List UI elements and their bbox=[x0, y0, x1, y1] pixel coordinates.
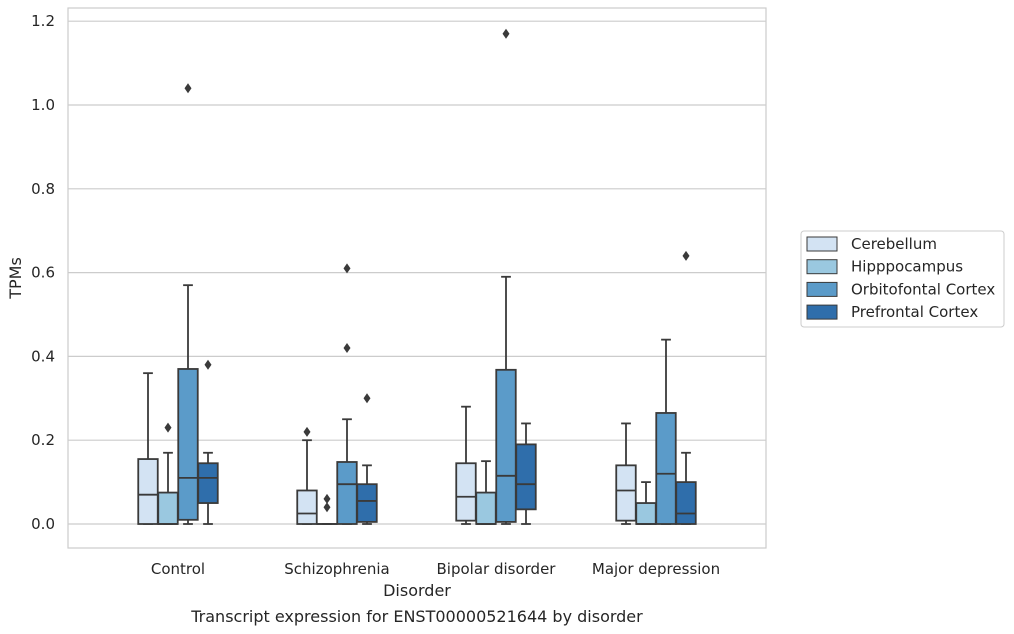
x-tick-label: Control bbox=[151, 560, 205, 578]
x-tick-labels: Control Schizophrenia Bipolar disorder Majo… bbox=[151, 560, 720, 578]
box-prefrontal-cortex bbox=[356, 393, 378, 525]
box-orbitofontal-cortex bbox=[336, 263, 358, 525]
x-tick-label: Bipolar disorder bbox=[437, 560, 557, 578]
box-body bbox=[177, 368, 199, 521]
outlier-point bbox=[502, 28, 510, 39]
legend-label: Orbitofontal Cortex bbox=[851, 280, 995, 298]
outlier-point bbox=[343, 343, 351, 354]
outlier-point bbox=[204, 359, 212, 370]
x-tick-label: Major depression bbox=[592, 560, 720, 578]
y-tick-label: 1.0 bbox=[31, 96, 55, 114]
legend-label: Cerebellum bbox=[851, 235, 937, 253]
box-hipppocampus bbox=[635, 481, 657, 525]
outlier-point bbox=[164, 422, 172, 433]
box-cerebellum bbox=[296, 426, 318, 525]
box-hipppocampus bbox=[316, 493, 338, 525]
box-body bbox=[515, 443, 537, 511]
box-body bbox=[495, 368, 517, 523]
box-orbitofontal-cortex bbox=[177, 83, 199, 525]
box-body bbox=[356, 483, 378, 523]
plot-frame bbox=[67, 7, 767, 549]
legend-swatch bbox=[806, 281, 838, 297]
box-body bbox=[157, 491, 179, 525]
box-body bbox=[615, 464, 637, 522]
outlier-point bbox=[323, 502, 331, 513]
y-tick-label: 1.2 bbox=[31, 12, 55, 30]
x-tick-label: Schizophrenia bbox=[284, 560, 389, 578]
box-body bbox=[675, 481, 697, 525]
legend-frame bbox=[800, 230, 1005, 328]
y-tick-label: 0.6 bbox=[31, 264, 55, 282]
box-prefrontal-cortex bbox=[515, 422, 537, 525]
y-tick-labels: 0.0 0.2 0.4 0.6 0.8 1.0 1.2 bbox=[31, 12, 55, 533]
box-cerebellum bbox=[615, 422, 637, 525]
box-body bbox=[455, 462, 477, 522]
legend-swatch bbox=[806, 304, 838, 320]
outlier-point bbox=[323, 493, 331, 504]
box-orbitofontal-cortex bbox=[495, 28, 517, 525]
legend-swatch bbox=[806, 259, 838, 275]
box-cerebellum bbox=[455, 405, 477, 525]
legend-label: Hipppocampus bbox=[851, 258, 963, 276]
box-hipppocampus bbox=[157, 422, 179, 525]
legend-swatch bbox=[806, 236, 838, 252]
box-cerebellum bbox=[137, 372, 159, 525]
boxes-layer bbox=[137, 28, 697, 525]
y-tick-label: 0.4 bbox=[31, 347, 55, 365]
box-body bbox=[296, 489, 318, 525]
box-body bbox=[635, 502, 657, 525]
chart-caption: Transcript expression for ENST0000052164… bbox=[190, 607, 643, 626]
box-body bbox=[475, 491, 497, 525]
outlier-point bbox=[303, 426, 311, 437]
box-orbitofontal-cortex bbox=[655, 338, 677, 525]
outlier-point bbox=[363, 393, 371, 404]
legend-label: Prefrontal Cortex bbox=[851, 303, 978, 321]
legend: Cerebellum Hipppocampus Orbitofontal Corte… bbox=[800, 230, 1005, 328]
box-body bbox=[655, 412, 677, 525]
y-axis-label: TPMs bbox=[6, 257, 25, 300]
y-tick-label: 0.0 bbox=[31, 515, 55, 533]
x-axis-label: Disorder bbox=[383, 581, 451, 600]
box-prefrontal-cortex bbox=[675, 250, 697, 525]
box-body bbox=[137, 458, 159, 525]
y-tick-label: 0.2 bbox=[31, 431, 55, 449]
outlier-point bbox=[343, 263, 351, 274]
box-body bbox=[197, 462, 219, 504]
box-prefrontal-cortex bbox=[197, 359, 219, 525]
outlier-point bbox=[682, 250, 690, 261]
y-tick-label: 0.8 bbox=[31, 180, 55, 198]
outlier-point bbox=[184, 83, 192, 94]
box-body bbox=[336, 461, 358, 525]
box-hipppocampus bbox=[475, 460, 497, 525]
